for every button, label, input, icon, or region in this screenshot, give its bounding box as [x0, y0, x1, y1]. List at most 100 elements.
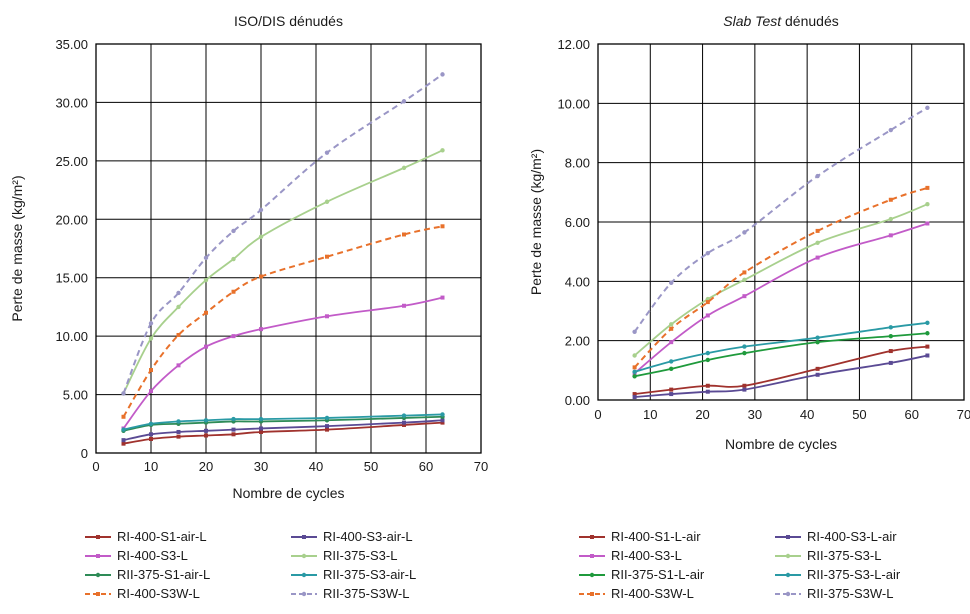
- data-point: [815, 372, 820, 377]
- data-point: [815, 366, 820, 371]
- data-point: [742, 383, 747, 388]
- legend-item: RI-400-S3-air-L: [290, 527, 413, 546]
- data-point: [815, 228, 820, 233]
- data-point: [925, 344, 930, 349]
- data-point: [669, 387, 674, 392]
- data-point: [176, 304, 181, 310]
- data-point: [632, 374, 637, 379]
- series-RII-375-S3-air-L: [121, 412, 445, 432]
- data-point: [121, 414, 126, 419]
- y-tick-label: 8.00: [565, 156, 590, 171]
- series-RI-400-S3-L: [632, 221, 930, 376]
- data-point: [149, 436, 153, 441]
- data-point: [121, 391, 126, 396]
- data-point: [742, 344, 747, 349]
- legend-label: RII-375-S3-air-L: [323, 567, 417, 582]
- legend-swatch: [290, 532, 318, 542]
- data-point: [325, 424, 329, 429]
- data-point: [705, 357, 710, 363]
- data-point: [121, 427, 126, 432]
- data-point: [925, 320, 930, 326]
- data-point: [402, 420, 406, 425]
- data-point: [176, 419, 181, 424]
- y-tick-label: 5.00: [63, 388, 88, 403]
- data-point: [149, 432, 153, 437]
- data-point: [815, 339, 820, 345]
- legend-item: RI-400-S3-L: [84, 546, 188, 565]
- legend-label: RI-400-S3-air-L: [323, 529, 413, 544]
- data-point: [148, 321, 154, 326]
- legend-swatch: [290, 570, 318, 580]
- legend-swatch: [774, 551, 802, 561]
- data-point: [203, 255, 209, 261]
- legend-label: RII-375-S3-L: [807, 548, 882, 563]
- x-tick-label: 30: [254, 459, 268, 474]
- x-tick-label: 60: [904, 407, 918, 422]
- x-tick-label: 30: [748, 407, 762, 422]
- data-point: [204, 310, 208, 315]
- data-point: [203, 418, 209, 423]
- legend-swatch: [774, 589, 802, 599]
- data-point: [176, 332, 181, 337]
- y-tick-label: 25.00: [55, 154, 88, 169]
- data-point: [669, 366, 674, 372]
- legend-item: RII-375-S3-L-air: [774, 565, 900, 584]
- data-point: [632, 395, 637, 400]
- legend-label: RII-375-S3W-L: [323, 586, 410, 601]
- data-point: [440, 412, 445, 417]
- data-point: [231, 416, 236, 422]
- data-point: [176, 363, 181, 368]
- chart-title-rest: dénudés: [781, 13, 839, 29]
- data-point: [440, 224, 445, 229]
- data-point: [925, 202, 930, 207]
- legend-item: RI-400-S3-L-air: [774, 527, 897, 546]
- legend-swatch: [84, 589, 112, 599]
- legend-swatch: [774, 532, 802, 542]
- data-point: [632, 329, 637, 334]
- data-point: [815, 255, 820, 260]
- data-point: [925, 331, 930, 336]
- legend-item: RII-375-S3W-L: [290, 584, 409, 603]
- series-RI-400-S3W-L: [121, 224, 445, 419]
- x-tick-label: 0: [594, 407, 601, 422]
- y-tick-label: 4.00: [565, 274, 590, 289]
- data-point: [669, 326, 674, 331]
- y-tick-label: 30.00: [55, 95, 88, 110]
- series-line: [634, 332, 928, 378]
- series-line: [634, 222, 928, 374]
- data-point: [815, 335, 820, 340]
- series-RI-400-S1-air-L: [121, 420, 445, 446]
- series-RI-400-S3W-L: [632, 185, 930, 370]
- x-tick-label: 70: [957, 407, 970, 422]
- data-point: [259, 327, 263, 332]
- data-point: [742, 387, 747, 392]
- data-point: [401, 99, 407, 104]
- series-line: [122, 149, 443, 394]
- data-point: [888, 233, 893, 238]
- data-point: [440, 72, 445, 77]
- series-RII-375-S3W-L: [632, 105, 930, 334]
- series-line: [122, 73, 444, 394]
- data-point: [742, 270, 747, 275]
- data-point: [325, 427, 329, 432]
- legend-item: RI-400-S1-L-air: [578, 527, 701, 546]
- data-point: [705, 250, 710, 256]
- data-point: [402, 232, 406, 237]
- data-point: [402, 422, 406, 427]
- chart-title: Slab Test dénudés: [723, 13, 838, 29]
- series-line: [634, 354, 928, 398]
- data-point: [259, 426, 263, 431]
- plot-frame: [95, 43, 482, 454]
- data-point: [176, 434, 181, 439]
- data-point: [258, 416, 264, 422]
- data-point: [705, 383, 710, 388]
- legend-item: RI-400-S3W-L: [578, 584, 694, 603]
- data-point: [148, 421, 154, 426]
- data-point: [259, 274, 263, 279]
- legend-swatch: [774, 570, 802, 580]
- data-point: [121, 438, 126, 443]
- x-tick-label: 0: [92, 459, 99, 474]
- legend-item: RI-400-S1-air-L: [84, 527, 207, 546]
- data-point: [440, 148, 445, 153]
